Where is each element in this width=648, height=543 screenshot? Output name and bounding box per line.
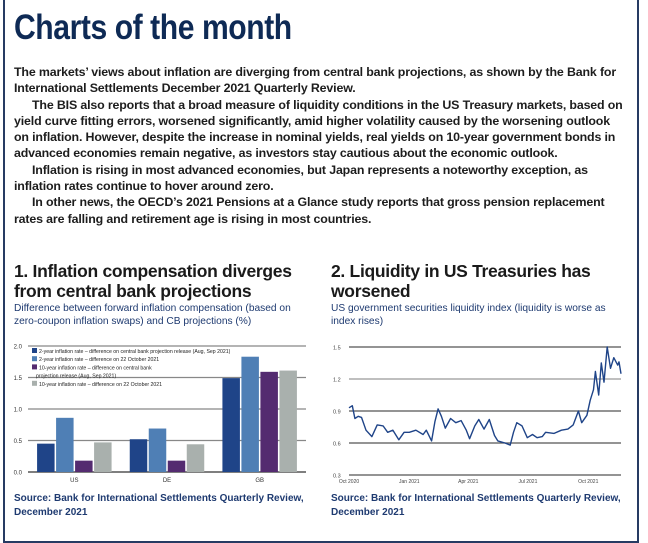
paragraph: The BIS also reports that a broad measur… — [14, 97, 623, 161]
page-title: Charts of the month — [14, 8, 292, 47]
y-tick-label: 2.0 — [14, 345, 23, 351]
y-tick-label: 1.5 — [14, 376, 23, 382]
y-tick-label: 0.6 — [333, 442, 341, 448]
x-tick-label: Jan 2021 — [399, 479, 420, 485]
y-tick-label: 0.5 — [14, 439, 23, 445]
bar — [222, 378, 240, 472]
y-tick-label: 1.2 — [333, 378, 341, 384]
x-tick-label: US — [70, 478, 78, 484]
legend-swatch — [32, 380, 37, 386]
legend-label: 2-year inflation rate – difference on 22… — [39, 357, 159, 363]
intro-text: The markets’ views about inflation are d… — [14, 64, 626, 227]
legend-swatch — [32, 364, 37, 370]
paragraph: Inflation is rising in most advanced eco… — [14, 162, 588, 194]
x-tick-label: Jul 2021 — [518, 479, 537, 485]
x-tick-label: Apr 2021 — [458, 479, 479, 485]
bar — [279, 370, 297, 472]
chart1-subtitle: Difference between forward inflation com… — [14, 303, 291, 327]
y-tick-label: 0.0 — [14, 471, 23, 477]
x-tick-label: DE — [163, 478, 171, 484]
y-tick-label: 0.9 — [333, 410, 341, 416]
legend-label: 10-year inflation rate – difference on c… — [39, 365, 152, 371]
y-tick-label: 1.5 — [333, 346, 341, 352]
bar — [94, 442, 112, 472]
chart2-heading: 2. Liquidity in US Treasuries has worsen… — [331, 261, 591, 301]
line-chart: 0.3 0.6 0.9 1.2 1.5 Oct 2020 Jan 2021 Apr 2021 J… — [333, 346, 622, 485]
chart2-subtitle: US government securities liquidity index… — [331, 303, 606, 327]
series-line — [348, 346, 622, 446]
chart1-heading: 1. Inflation compensation diverges from … — [14, 261, 292, 301]
y-tick-label: 1.0 — [14, 408, 23, 414]
bar — [148, 428, 167, 472]
legend-swatch — [32, 356, 37, 362]
legend-label: 2-year inflation rate – difference on ce… — [39, 349, 231, 355]
bar — [37, 443, 55, 472]
bar — [260, 371, 278, 472]
paragraph: In other news, the OECD’s 2021 Pensions … — [14, 195, 605, 226]
legend-label: 10-year inflation rate – difference on 2… — [39, 382, 162, 388]
bar — [241, 356, 259, 472]
y-tick-label: 0.3 — [333, 474, 341, 480]
chart1-source: Source: Bank for International Settlemen… — [14, 493, 304, 518]
legend-swatch — [32, 348, 37, 353]
bar — [129, 439, 148, 472]
x-tick-label: Oct 2020 — [339, 479, 360, 485]
legend-label: projection release (Aug, Sep 2021) — [36, 374, 116, 380]
bar-chart: 0.0 0.5 1.0 1.5 2.0 US DE GB 2-year inflation ra… — [14, 345, 306, 484]
paragraph: The markets’ views about inflation are d… — [14, 65, 617, 96]
bar — [75, 460, 93, 472]
bar — [167, 460, 186, 472]
x-tick-label: Oct 2021 — [578, 479, 599, 485]
x-tick-label: GB — [255, 478, 264, 484]
bar — [186, 444, 205, 472]
chart2-source: Source: Bank for International Settlemen… — [331, 493, 621, 518]
bar — [56, 417, 74, 472]
